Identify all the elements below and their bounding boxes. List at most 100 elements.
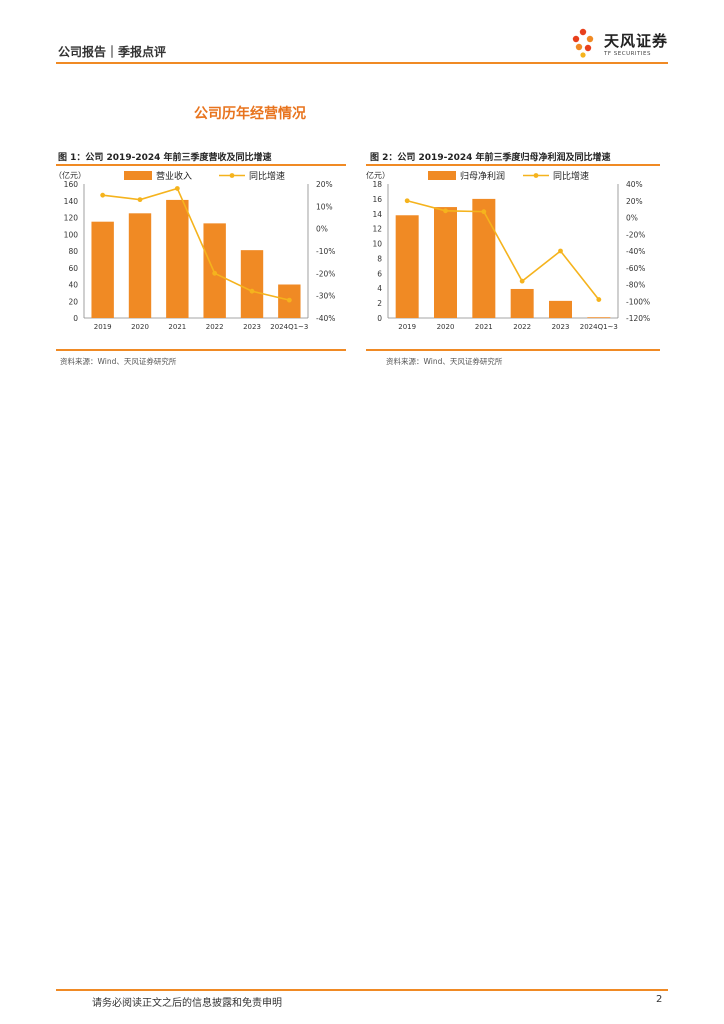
growth-point <box>100 192 106 198</box>
growth-point <box>596 297 602 302</box>
legend-bar-swatch <box>428 171 456 180</box>
figure-1-bottom-rule <box>56 349 346 351</box>
right-tick-label: 20% <box>316 180 333 189</box>
bar <box>166 199 189 318</box>
page-number: 2 <box>656 994 663 1005</box>
legend-line-marker <box>533 173 539 178</box>
right-tick-label: 20% <box>626 197 643 206</box>
right-tick-label: 0% <box>626 214 638 223</box>
growth-line <box>102 187 290 301</box>
left-tick-label: 160 <box>64 180 79 189</box>
x-tick-label: 2022 <box>206 323 224 331</box>
x-tick-label: 2022 <box>513 323 531 331</box>
growth-point <box>481 209 487 215</box>
bar <box>395 215 419 318</box>
growth-point <box>174 186 180 191</box>
unit-label: （亿元） <box>56 170 86 180</box>
left-tick-label: 60 <box>68 264 78 273</box>
growth-point <box>519 278 525 284</box>
figure-1-source: 资料来源：Wind、天风证券研究所 <box>60 357 177 366</box>
growth-point <box>443 208 448 214</box>
right-tick-label: -40% <box>316 314 335 323</box>
bar <box>128 213 152 318</box>
brand-logo-icon <box>572 28 594 58</box>
left-tick-label: 80 <box>68 247 78 256</box>
left-tick-label: 0 <box>73 314 78 323</box>
left-tick-label: 100 <box>64 230 79 239</box>
growth-point <box>286 297 292 303</box>
bar <box>472 198 496 318</box>
right-tick-label: -20% <box>626 230 645 239</box>
legend-line-label: 同比增速 <box>249 170 285 182</box>
growth-point <box>249 288 255 294</box>
growth-line <box>406 199 600 301</box>
figure-1-top-rule <box>56 164 346 166</box>
x-tick-label: 2021 <box>168 323 186 331</box>
left-tick-label: 0 <box>377 314 382 323</box>
right-tick-label: 0% <box>316 225 328 234</box>
legend-bar-label: 归母净利润 <box>460 170 505 182</box>
left-tick-label: 40 <box>68 281 78 290</box>
right-tick-label: 10% <box>316 202 333 211</box>
figure-2-source: 资料来源：Wind、天风证券研究所 <box>386 357 503 366</box>
growth-point <box>137 197 143 203</box>
growth-point <box>558 248 563 254</box>
legend-line-label: 同比增速 <box>553 170 589 182</box>
bar <box>549 300 572 318</box>
legend-bar-swatch <box>124 171 152 180</box>
x-tick-label: 2024Q1~3 <box>270 323 308 331</box>
x-tick-label: 2021 <box>475 323 493 331</box>
unit-label: （亿元） <box>366 170 390 180</box>
brand-sub: TF SECURITIES <box>604 51 651 57</box>
figure-1-title: 图 1：公司 2019-2024 年前三季度营收及同比增速 <box>58 153 272 163</box>
figure-2-chart: （亿元） 0 2 4 6 8 10 12 14 16 18 -120% -100% -80% -60% -40… <box>366 170 650 331</box>
right-tick-label: -20% <box>316 269 335 278</box>
bar <box>587 317 611 319</box>
right-tick-label: -120% <box>626 314 650 323</box>
section-title: 公司历年经营情况 <box>194 106 306 122</box>
right-tick-label: -10% <box>316 247 335 256</box>
right-tick-label: 40% <box>626 180 643 189</box>
left-tick-label: 16 <box>372 195 382 204</box>
left-tick-label: 14 <box>372 210 382 219</box>
header-rule <box>56 62 668 64</box>
left-tick-label: 8 <box>377 254 382 263</box>
left-tick-label: 12 <box>372 225 382 234</box>
footer-rule <box>56 989 668 991</box>
right-tick-label: -40% <box>626 247 645 256</box>
bar <box>91 221 114 318</box>
right-tick-label: -60% <box>626 264 645 273</box>
legend-line-marker <box>229 173 235 178</box>
right-tick-label: -80% <box>626 281 645 290</box>
growth-point <box>404 198 410 204</box>
left-tick-label: 10 <box>372 240 382 249</box>
bar <box>434 207 457 318</box>
x-tick-label: 2019 <box>94 323 112 331</box>
left-tick-label: 140 <box>64 197 79 206</box>
brand-name: 天风证券 <box>604 32 669 50</box>
x-tick-label: 2020 <box>437 323 455 331</box>
figure-2-bottom-rule <box>366 349 660 351</box>
left-tick-label: 18 <box>372 180 382 189</box>
left-tick-label: 120 <box>64 214 79 223</box>
x-tick-label: 2019 <box>398 323 416 331</box>
growth-point <box>212 270 218 276</box>
left-tick-label: 20 <box>68 297 78 306</box>
right-tick-label: -100% <box>626 297 650 306</box>
x-tick-label: 2023 <box>552 323 570 331</box>
bar <box>240 250 264 318</box>
x-tick-label: 2023 <box>243 323 261 331</box>
left-tick-label: 2 <box>377 299 382 308</box>
figure-1-chart: （亿元） 0 20 40 60 80 100 120 140 160 -40% -30% -20% -10… <box>56 170 335 331</box>
bar <box>510 288 534 318</box>
x-tick-label: 2024Q1~3 <box>580 323 618 331</box>
bar <box>203 223 226 318</box>
right-tick-label: -30% <box>316 292 335 301</box>
left-tick-label: 6 <box>377 269 382 278</box>
left-tick-label: 4 <box>377 284 382 293</box>
header-left: 公司报告｜季报点评 <box>58 45 167 59</box>
figure-2-top-rule <box>366 164 660 166</box>
footer-disclaimer: 请务必阅读正文之后的信息披露和免责申明 <box>92 998 282 1009</box>
figure-2-title: 图 2：公司 2019-2024 年前三季度归母净利润及同比增速 <box>370 153 611 163</box>
x-tick-label: 2020 <box>131 323 149 331</box>
